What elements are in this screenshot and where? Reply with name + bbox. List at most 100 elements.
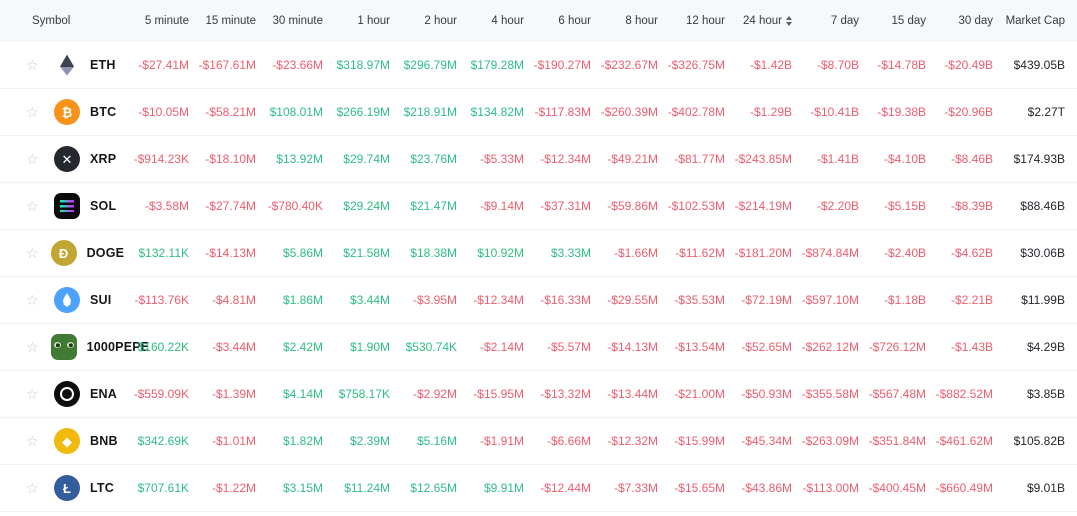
column-header-6-hour[interactable]: 6 hour	[524, 15, 591, 27]
netflow-cell-doge-15-day: -$2.40B	[883, 246, 926, 260]
table-row-ltc[interactable]: ☆ Ł LTC $707.61K -$1.22M $3.15M $11.24M $12.65M…	[0, 465, 1077, 512]
market-cap-cell-btc: $2.27T	[1027, 105, 1065, 119]
netflow-cell-xrp-5-minute: -$914.23K	[133, 152, 189, 166]
column-header-symbol[interactable]: Symbol	[0, 15, 122, 27]
netflow-cell-bnb-7-day: -$263.09M	[801, 434, 859, 448]
netflow-cell-sui-15-minute: -$4.81M	[211, 293, 256, 307]
netflow-cell-ltc-5-minute: $707.61K	[137, 481, 189, 495]
column-header-1-hour[interactable]: 1 hour	[323, 15, 390, 27]
netflow-cell-xrp-24-hour: -$243.85M	[734, 152, 792, 166]
netflow-cell-ena-8-hour: -$13.44M	[607, 387, 658, 401]
netflow-cell-ltc-15-minute: -$1.22M	[211, 481, 256, 495]
column-label: 6 hour	[558, 15, 591, 27]
column-label: 15 day	[891, 15, 926, 27]
column-header-24-hour[interactable]: 24 hour	[725, 15, 792, 27]
symbol-cell-btc[interactable]: ☆ ₿ BTC	[0, 99, 122, 125]
column-header-8-hour[interactable]: 8 hour	[591, 15, 658, 27]
netflow-cell-eth-1-hour: $318.97M	[336, 58, 390, 72]
netflow-cell-sui-4-hour: -$12.34M	[473, 293, 524, 307]
sort-icon[interactable]	[786, 16, 792, 26]
column-header-2-hour[interactable]: 2 hour	[390, 15, 457, 27]
column-header-15-day[interactable]: 15 day	[859, 15, 926, 27]
netflow-cell-1000pepe-2-hour: $530.74K	[405, 340, 457, 354]
table-row-eth[interactable]: ☆ ETH -$27.41M -$167.61M -$23.66M $318.97M $29…	[0, 42, 1077, 89]
table-row-ena[interactable]: ☆ ENA -$559.09K -$1.39M $4.14M $758.17K -$2.92…	[0, 371, 1077, 418]
symbol-cell-eth[interactable]: ☆ ETH	[0, 52, 122, 78]
favorite-star-icon[interactable]: ☆	[26, 339, 39, 355]
netflow-cell-sol-2-hour: $21.47M	[410, 199, 457, 213]
symbol-label: ETH	[90, 58, 116, 72]
favorite-star-icon[interactable]: ☆	[26, 104, 39, 120]
netflow-cell-eth-4-hour: $179.28M	[470, 58, 524, 72]
column-header-4-hour[interactable]: 4 hour	[457, 15, 524, 27]
symbol-cell-ena[interactable]: ☆ ENA	[0, 381, 122, 407]
netflow-cell-btc-24-hour: -$1.29B	[749, 105, 792, 119]
column-header-30-minute[interactable]: 30 minute	[256, 15, 323, 27]
netflow-cell-xrp-15-minute: -$18.10M	[205, 152, 256, 166]
netflow-cell-btc-30-day: -$20.96B	[944, 105, 993, 119]
favorite-star-icon[interactable]: ☆	[26, 151, 39, 167]
column-label: 24 hour	[742, 15, 782, 27]
table-row-1000pepe[interactable]: ☆ 1000PEPE $160.22K -$3.44M $2.42M $1.90M $530…	[0, 324, 1077, 371]
sort-down-arrow-icon	[786, 22, 792, 26]
column-header-5-minute[interactable]: 5 minute	[122, 15, 189, 27]
symbol-cell-sol[interactable]: ☆ SOL	[0, 193, 122, 219]
column-header-7-day[interactable]: 7 day	[792, 15, 859, 27]
xrp-coin-icon: ✕	[54, 146, 80, 172]
table-row-sui[interactable]: ☆ SUI -$113.76K -$4.81M $1.86M $3.44M -$3.95M -…	[0, 277, 1077, 324]
table-row-bnb[interactable]: ☆ ◆ BNB $342.69K -$1.01M $1.82M $2.39M $5.16M -$…	[0, 418, 1077, 465]
netflow-cell-doge-12-hour: -$11.62M	[675, 246, 725, 260]
netflow-cell-sol-15-minute: -$27.74M	[205, 199, 256, 213]
netflow-cell-xrp-1-hour: $29.74M	[343, 152, 390, 166]
netflow-cell-1000pepe-6-hour: -$5.57M	[546, 340, 591, 354]
netflow-cell-btc-1-hour: $266.19M	[336, 105, 390, 119]
table-row-sol[interactable]: ☆ SOL -$3.58M -$27.74M -$780.40K $29.24M $21.4…	[0, 183, 1077, 230]
symbol-cell-1000pepe[interactable]: ☆ 1000PEPE	[0, 334, 149, 360]
table-row-btc[interactable]: ☆ ₿ BTC -$10.05M -$58.21M $108.01M $266.19M $21…	[0, 89, 1077, 136]
netflow-cell-doge-4-hour: $10.92M	[477, 246, 524, 260]
netflow-cell-sol-4-hour: -$9.14M	[479, 199, 524, 213]
symbol-cell-bnb[interactable]: ☆ ◆ BNB	[0, 428, 122, 454]
netflow-cell-btc-8-hour: -$260.39M	[600, 105, 658, 119]
symbol-cell-doge[interactable]: ☆ Ð DOGE	[0, 240, 125, 266]
netflow-cell-doge-5-minute: $132.11K	[138, 246, 190, 260]
netflow-cell-eth-30-day: -$20.49B	[944, 58, 993, 72]
netflow-cell-ena-1-hour: $758.17K	[338, 387, 390, 401]
column-header-15-minute[interactable]: 15 minute	[189, 15, 256, 27]
column-header-30-day[interactable]: 30 day	[926, 15, 993, 27]
favorite-star-icon[interactable]: ☆	[26, 480, 39, 496]
sol-coin-icon	[54, 193, 80, 219]
symbol-label: DOGE	[86, 246, 125, 260]
netflow-cell-ena-12-hour: -$21.00M	[674, 387, 725, 401]
market-cap-cell-sui: $11.99B	[1021, 293, 1065, 307]
netflow-cell-ena-4-hour: -$15.95M	[473, 387, 524, 401]
column-header-market-cap[interactable]: Market Cap	[993, 15, 1077, 27]
favorite-star-icon[interactable]: ☆	[26, 245, 39, 261]
netflow-cell-eth-12-hour: -$326.75M	[667, 58, 725, 72]
symbol-cell-ltc[interactable]: ☆ Ł LTC	[0, 475, 122, 501]
netflow-cell-doge-24-hour: -$181.20M	[734, 246, 792, 260]
symbol-cell-xrp[interactable]: ☆ ✕ XRP	[0, 146, 122, 172]
column-label: 5 minute	[144, 15, 189, 27]
favorite-star-icon[interactable]: ☆	[26, 386, 39, 402]
table-row-xrp[interactable]: ☆ ✕ XRP -$914.23K -$18.10M $13.92M $29.74M $23.…	[0, 136, 1077, 183]
netflow-cell-xrp-2-hour: $23.76M	[410, 152, 457, 166]
netflow-cell-ena-2-hour: -$2.92M	[412, 387, 457, 401]
column-label: 15 minute	[205, 15, 256, 27]
netflow-cell-sui-8-hour: -$29.55M	[607, 293, 658, 307]
market-cap-cell-ltc: $9.01B	[1026, 481, 1065, 495]
favorite-star-icon[interactable]: ☆	[26, 433, 39, 449]
column-header-12-hour[interactable]: 12 hour	[658, 15, 725, 27]
netflow-cell-1000pepe-30-day: -$1.43B	[950, 340, 993, 354]
netflow-cell-doge-8-hour: -$1.66M	[613, 246, 658, 260]
column-label: 8 hour	[625, 15, 658, 27]
netflow-cell-bnb-24-hour: -$45.34M	[741, 434, 792, 448]
netflow-cell-ena-24-hour: -$50.93M	[741, 387, 792, 401]
table-row-doge[interactable]: ☆ Ð DOGE $132.11K -$14.13M $5.86M $21.58M $18.3…	[0, 230, 1077, 277]
favorite-star-icon[interactable]: ☆	[26, 292, 39, 308]
netflow-cell-bnb-30-minute: $1.82M	[282, 434, 323, 448]
favorite-star-icon[interactable]: ☆	[26, 57, 39, 73]
symbol-cell-sui[interactable]: ☆ SUI	[0, 287, 122, 313]
market-cap-cell-bnb: $105.82B	[1013, 434, 1065, 448]
favorite-star-icon[interactable]: ☆	[26, 198, 39, 214]
